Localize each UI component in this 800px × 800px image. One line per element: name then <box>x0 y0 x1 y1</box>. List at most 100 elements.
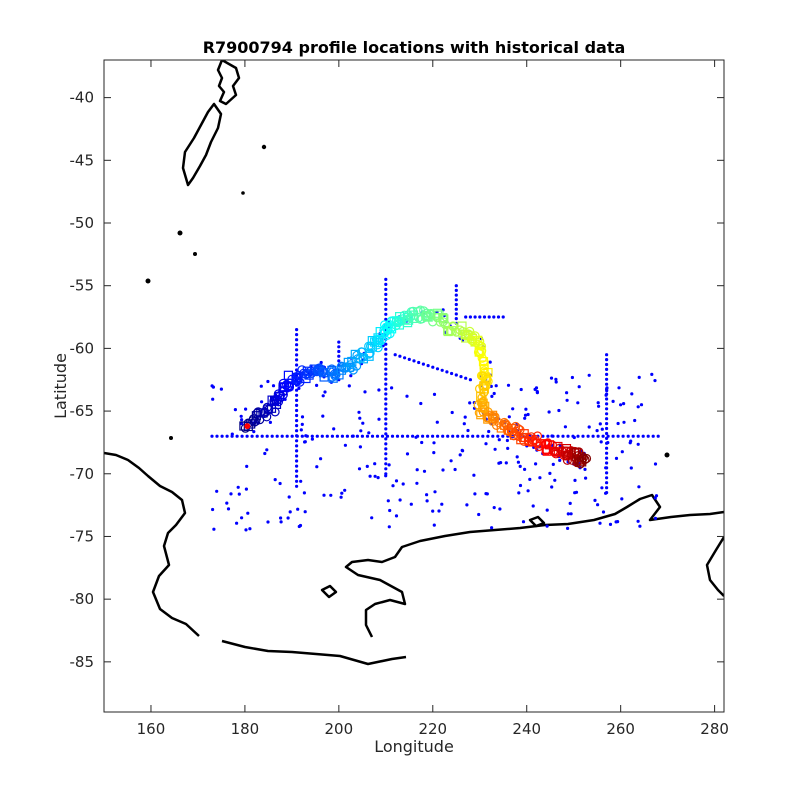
float-profile-marker <box>330 371 340 381</box>
historical-point <box>453 467 457 472</box>
historical-point <box>541 434 545 438</box>
float-profile-marker <box>554 443 565 453</box>
historical-point <box>384 387 388 391</box>
historical-point <box>384 417 388 421</box>
historical-point <box>297 386 301 390</box>
historical-point <box>405 394 409 398</box>
historical-point <box>651 434 655 438</box>
historical-point <box>337 340 341 344</box>
historical-point <box>384 462 388 466</box>
float-profile-marker <box>473 335 483 345</box>
historical-point <box>497 438 501 442</box>
coastline-antarctica-west <box>104 451 200 637</box>
y-tick-label: -75 <box>70 527 95 545</box>
historical-point <box>385 434 390 438</box>
historical-point <box>315 434 319 438</box>
historical-point <box>468 401 472 405</box>
historical-point <box>551 462 555 466</box>
historical-point <box>363 390 367 394</box>
historical-point <box>611 434 615 438</box>
float-profile-marker <box>365 348 375 358</box>
historical-point <box>377 417 381 421</box>
historical-point <box>605 358 609 362</box>
float-profile-marker <box>301 373 311 384</box>
island-auckland <box>177 230 183 236</box>
historical-point <box>391 484 395 488</box>
historical-point <box>384 342 388 346</box>
historical-point <box>501 434 505 438</box>
historical-point <box>394 514 399 518</box>
historical-point <box>319 457 323 461</box>
historical-point <box>295 328 299 332</box>
historical-point <box>435 420 439 424</box>
historical-point <box>633 418 637 423</box>
historical-point <box>384 427 388 431</box>
historical-point <box>406 434 410 438</box>
historical-point <box>388 508 392 513</box>
historical-point <box>605 389 609 393</box>
float-profile-marker <box>575 459 586 469</box>
historical-point <box>534 462 538 466</box>
historical-point <box>215 434 219 438</box>
historical-point <box>384 437 388 441</box>
historical-point <box>441 434 445 438</box>
historical-point <box>384 362 388 366</box>
y-tick-label: -65 <box>70 402 95 420</box>
float-profile-marker <box>367 342 377 352</box>
historical-point <box>432 441 436 445</box>
historical-point <box>646 434 650 438</box>
historical-point <box>462 422 466 426</box>
historical-point <box>295 403 299 407</box>
historical-point <box>250 434 254 438</box>
historical-point <box>337 354 341 358</box>
historical-point <box>330 434 334 438</box>
historical-point <box>516 460 521 464</box>
historical-point <box>468 315 472 319</box>
historical-point <box>601 510 606 514</box>
historical-point <box>263 451 267 456</box>
float-profile-marker <box>494 418 504 428</box>
historical-point <box>605 382 609 386</box>
historical-point <box>473 315 477 319</box>
historical-point <box>436 434 440 438</box>
historical-point <box>359 429 363 433</box>
historical-point <box>260 400 264 404</box>
historical-point <box>215 489 219 493</box>
historical-point <box>605 431 609 436</box>
historical-point <box>384 347 388 351</box>
sub-antarctic-islands <box>145 144 670 458</box>
historical-point <box>212 527 216 531</box>
historical-point <box>636 519 640 523</box>
historical-point <box>631 434 635 438</box>
historical-point <box>605 397 609 401</box>
historical-point <box>587 425 591 429</box>
historical-point <box>653 379 657 383</box>
historical-point <box>426 434 430 438</box>
island-peter-i <box>664 452 670 458</box>
island-macquarie <box>145 278 151 284</box>
historical-point <box>295 408 299 413</box>
historical-point <box>489 384 493 388</box>
historical-point <box>211 507 215 512</box>
historical-point <box>605 353 609 357</box>
historical-point <box>370 434 375 438</box>
historical-point <box>454 373 458 377</box>
historical-point <box>407 357 411 361</box>
historical-point <box>384 302 388 306</box>
historical-point <box>600 427 604 431</box>
float-profile-marker <box>374 335 384 345</box>
plot-background <box>104 60 724 712</box>
historical-point <box>299 479 303 483</box>
historical-point <box>557 408 561 413</box>
historical-point <box>620 450 624 454</box>
historical-point <box>604 466 608 470</box>
historical-point <box>614 456 619 460</box>
historical-point <box>566 526 570 531</box>
historical-point <box>394 479 399 483</box>
historical-point <box>225 434 229 438</box>
historical-point <box>506 446 510 450</box>
historical-point <box>656 434 660 438</box>
historical-point <box>233 408 237 412</box>
historical-point <box>599 440 603 444</box>
x-tick-label: 160 <box>137 720 166 738</box>
